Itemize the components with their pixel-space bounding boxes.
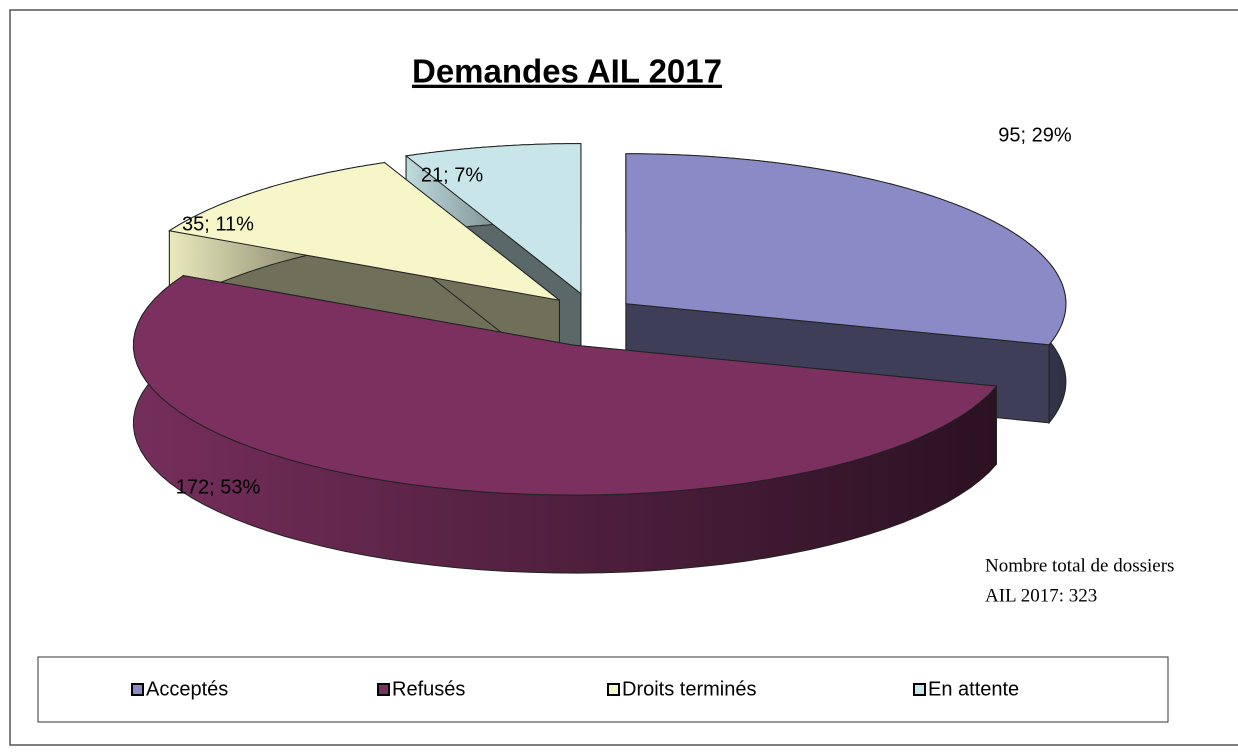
legend-swatch [131,683,144,696]
annotation: AIL 2017: 323 [985,585,1097,606]
legend-label: Acceptés [146,678,228,700]
legend-label: En attente [928,678,1019,700]
legend-label: Droits terminés [622,678,756,700]
legend-swatch [377,683,390,696]
data-label: 21; 7% [421,164,483,186]
slice-top [168,162,560,301]
data-label: 172; 53% [176,476,261,498]
data-label: 35; 11% [182,213,254,235]
legend-swatch [607,683,620,696]
data-label: 95; 29% [998,124,1072,146]
slice-top [625,153,1067,346]
annotation: Nombre total de dossiers [985,555,1174,576]
legend-swatch [913,683,926,696]
legend-label: Refusés [392,678,465,700]
slice-top [132,275,998,496]
legend-box [37,656,1169,723]
slice-top [404,143,582,295]
chart-title: Demandes AIL 2017 [412,53,722,90]
